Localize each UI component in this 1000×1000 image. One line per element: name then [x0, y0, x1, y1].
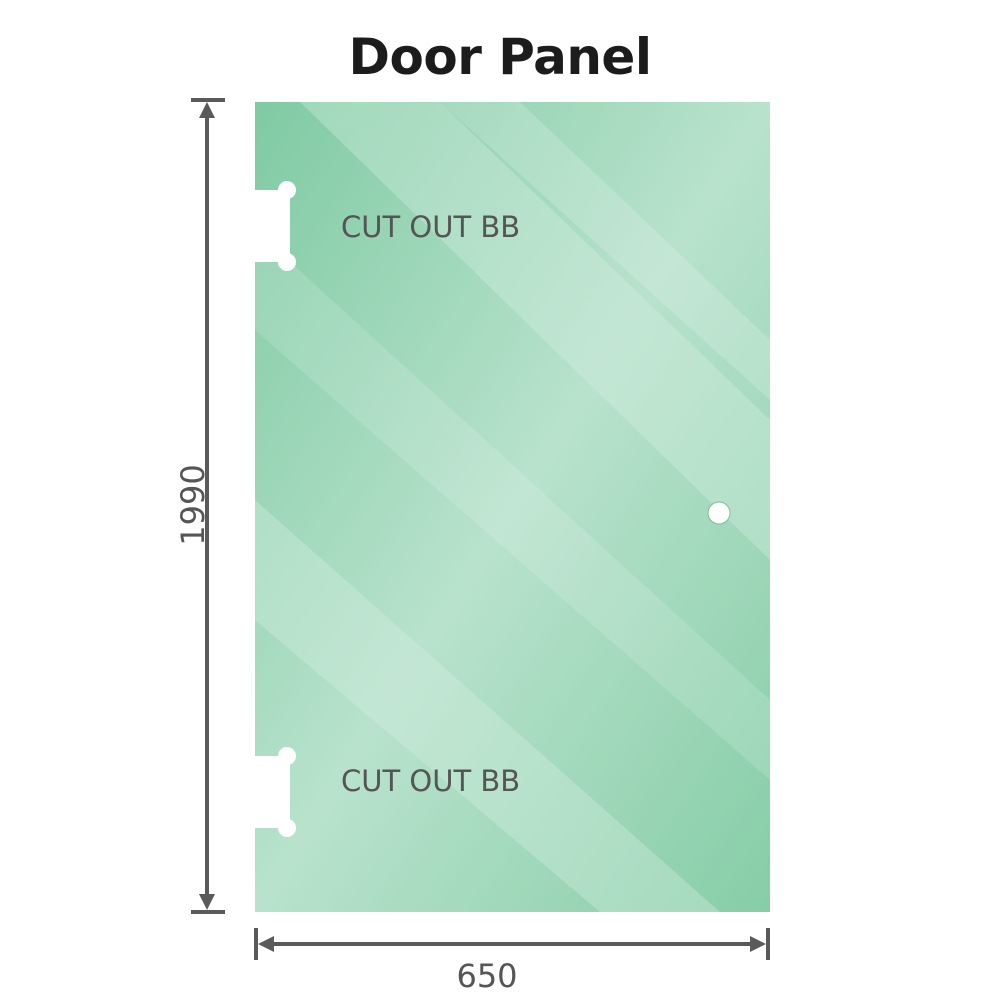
- handle-hole: [707, 501, 731, 525]
- cutout-top: [250, 181, 296, 271]
- width-label: 650: [456, 957, 517, 995]
- height-label: 1990: [174, 464, 212, 545]
- glass-panel: [255, 102, 770, 912]
- cutout-label-bottom: CUT OUT BB: [341, 764, 520, 798]
- diagram-title: Door Panel: [348, 28, 652, 86]
- cutout-bottom: [250, 747, 296, 837]
- height-dimension: [191, 98, 225, 914]
- width-dimension: [254, 928, 770, 960]
- cutout-label-top: CUT OUT BB: [341, 210, 520, 244]
